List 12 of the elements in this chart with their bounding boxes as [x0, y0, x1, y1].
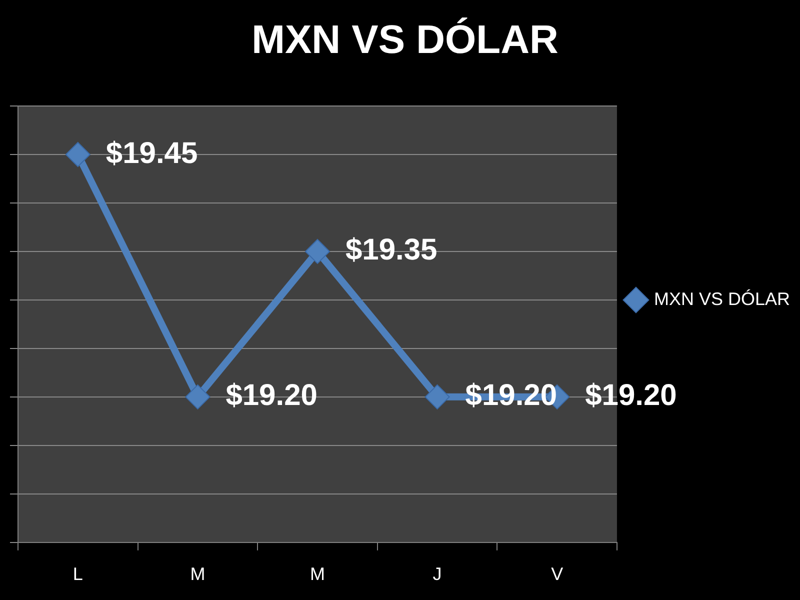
chart-title: MXN VS DÓLAR [252, 17, 558, 62]
legend-label: MXN VS DÓLAR [654, 288, 790, 309]
data-label: $19.20 [226, 379, 318, 412]
data-label: $19.20 [585, 379, 677, 412]
x-tick-label: L [72, 564, 83, 584]
x-tick-label: J [432, 564, 442, 584]
data-label: $19.20 [465, 379, 558, 412]
x-tick-label: M [310, 564, 325, 584]
data-label: $19.45 [106, 136, 198, 170]
x-tick-label: M [190, 564, 206, 584]
x-tick-label: V [551, 564, 564, 584]
data-label: $19.35 [345, 234, 438, 267]
